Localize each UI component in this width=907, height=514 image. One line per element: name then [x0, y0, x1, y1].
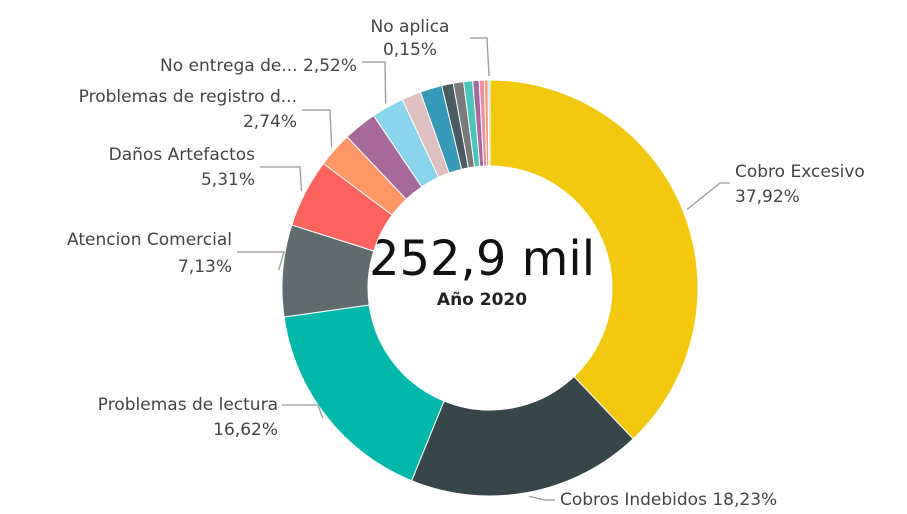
value-label: 7,13%	[178, 257, 232, 277]
category-label: No aplica	[371, 17, 450, 37]
value-label: 2,52%	[303, 56, 357, 76]
donut-slice	[489, 79, 699, 440]
leader-line	[302, 109, 333, 148]
category-label: Cobro Excesivo	[735, 162, 865, 182]
leader-line	[282, 404, 324, 419]
leader-line	[529, 495, 555, 501]
leader-line	[362, 61, 387, 104]
category-label: Daños Artefactos	[109, 145, 256, 165]
donut-slice	[283, 304, 445, 482]
center-label: Año 2020	[437, 290, 527, 310]
value-label: 18,23%	[712, 490, 777, 510]
category-label: Problemas de registro d...	[79, 87, 297, 107]
leader-line	[686, 182, 730, 210]
data-label: No entrega de... 2,52%	[160, 56, 357, 76]
data-label: Cobros Indebidos 18,23%	[560, 490, 777, 510]
leader-line	[237, 251, 285, 271]
category-label: Cobros Indebidos	[560, 490, 707, 510]
value-label: 5,31%	[201, 170, 255, 190]
category-label: Atencion Comercial	[67, 230, 232, 250]
value-label: 0,15%	[383, 40, 437, 60]
category-label: Problemas de lectura	[98, 395, 278, 415]
donut-slice	[487, 79, 491, 167]
value-label: 2,74%	[243, 112, 297, 132]
value-label: 16,62%	[213, 420, 278, 440]
value-label: 37,92%	[735, 187, 800, 207]
leader-line	[260, 166, 303, 192]
category-label: No entrega de...	[160, 56, 298, 76]
center-value: 252,9 mil	[369, 231, 595, 287]
leader-line	[470, 37, 490, 77]
